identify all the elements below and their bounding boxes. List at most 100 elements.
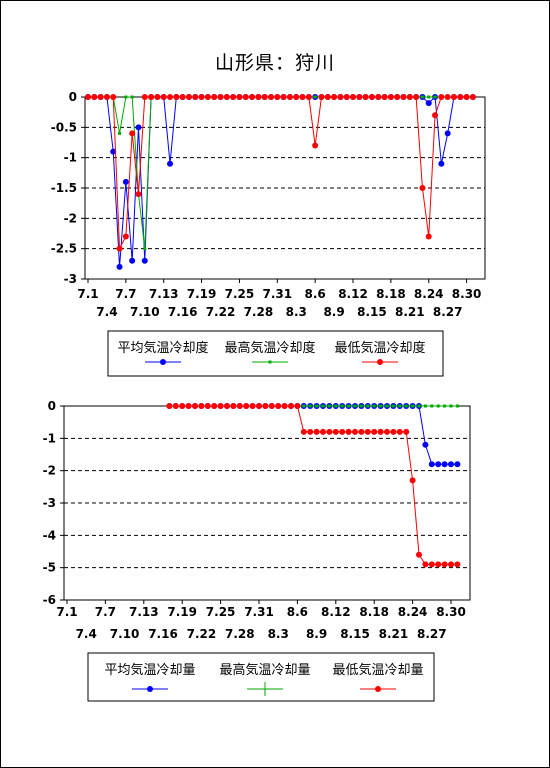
data-point (448, 461, 454, 468)
legend-label: 平均気温冷却度 (117, 340, 208, 356)
data-point (438, 160, 445, 167)
x-tick-label: 7.7 (95, 605, 116, 619)
y-tick-label: -2 (43, 464, 56, 478)
data-point (454, 461, 461, 468)
data-point (261, 94, 268, 100)
x-tick-label: 8.24 (414, 287, 444, 301)
data-point (223, 94, 230, 100)
data-point (417, 404, 421, 408)
data-point (381, 94, 388, 100)
data-point (340, 404, 344, 408)
legend-marker (375, 686, 381, 692)
data-point (204, 403, 211, 409)
data-point (469, 94, 476, 100)
data-point (267, 94, 274, 100)
legend: 平均気温冷却量 最高気温冷却量 最低気温冷却量 (87, 652, 435, 702)
legend-label: 最低気温冷却量 (332, 662, 423, 678)
data-point (293, 94, 300, 100)
data-point (436, 404, 440, 408)
data-point (324, 94, 331, 100)
y-tick-label: -2.5 (51, 242, 77, 256)
data-point (275, 403, 282, 409)
data-point (406, 94, 413, 100)
data-point (400, 94, 407, 100)
data-point (457, 94, 464, 100)
data-point (420, 95, 424, 99)
data-point (321, 404, 325, 408)
data-point (230, 94, 237, 100)
data-point (356, 94, 363, 100)
data-point (85, 94, 91, 100)
data-point (236, 403, 243, 409)
data-point (217, 94, 224, 100)
data-point (366, 404, 370, 408)
data-point (416, 551, 422, 558)
data-point (372, 404, 376, 408)
data-point (179, 403, 186, 409)
data-point (441, 461, 448, 468)
legend-marker (377, 359, 383, 365)
legend-box (107, 330, 444, 377)
data-point (110, 148, 117, 155)
data-point (141, 257, 148, 264)
data-point (160, 94, 167, 100)
x-tick-label: 7.13 (149, 287, 179, 301)
data-point (454, 561, 461, 568)
data-point (255, 94, 262, 100)
data-point (299, 94, 306, 100)
data-point (444, 94, 451, 100)
data-point (350, 94, 357, 100)
data-point (362, 94, 369, 100)
x-tick-label: 7.4 (76, 627, 97, 641)
data-point (334, 404, 338, 408)
data-point (331, 94, 338, 100)
data-point (403, 428, 410, 435)
data-point (274, 94, 281, 100)
data-point (419, 185, 426, 191)
y-tick-label: 0 (69, 90, 77, 104)
x-tick-label: 7.25 (225, 287, 255, 301)
data-point (428, 561, 435, 568)
y-tick-label: -3 (43, 496, 56, 510)
legend-label: 平均気温冷却量 (104, 662, 195, 678)
data-point (391, 404, 395, 408)
y-tick-label: -1 (64, 151, 77, 165)
data-point (450, 94, 457, 100)
data-point (268, 403, 275, 409)
data-point (449, 404, 453, 408)
data-point (425, 233, 432, 240)
data-point (167, 94, 174, 100)
data-point (141, 94, 148, 100)
data-point (337, 94, 344, 100)
data-point (312, 142, 319, 149)
data-point (192, 403, 198, 409)
data-point (423, 404, 427, 408)
legend-marker (160, 359, 166, 365)
data-point (198, 403, 205, 409)
y-tick-label: -1.5 (51, 181, 77, 195)
x-tick-label: 8.27 (433, 305, 463, 319)
x-tick-label: 8.3 (286, 305, 307, 319)
x-tick-label: 7.1 (77, 287, 98, 301)
data-point (172, 403, 179, 409)
data-point (110, 94, 117, 100)
data-point (387, 94, 394, 100)
data-point (438, 94, 445, 100)
y-tick-label: -1 (43, 431, 56, 445)
x-tick-label: 8.30 (436, 605, 466, 619)
data-point (242, 94, 249, 100)
legend-label: 最低気温冷却度 (334, 340, 425, 356)
data-point (129, 130, 136, 137)
data-point (343, 94, 350, 100)
x-tick-label: 8.24 (398, 605, 428, 619)
data-point (379, 404, 383, 408)
x-tick-label: 7.31 (262, 287, 292, 301)
data-point (166, 403, 173, 409)
x-tick-label: 8.6 (305, 287, 326, 301)
data-point (97, 94, 104, 100)
data-point (364, 428, 371, 435)
data-point (375, 94, 382, 100)
x-tick-label: 7.28 (225, 627, 255, 641)
data-point (224, 403, 230, 409)
